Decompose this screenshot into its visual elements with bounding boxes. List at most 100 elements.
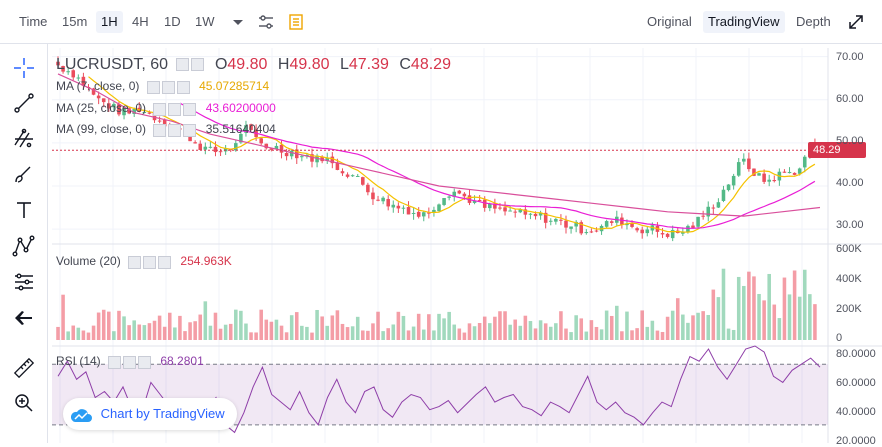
candle-body	[411, 212, 416, 214]
volume-bar	[528, 321, 533, 340]
volume-bar	[579, 318, 584, 340]
volume-bar	[574, 315, 578, 340]
volume-bar	[493, 316, 497, 340]
volume-buttons[interactable]	[128, 255, 173, 269]
volume-bar	[345, 327, 350, 340]
volume-bar	[721, 268, 726, 340]
candle-body	[528, 213, 533, 215]
interval-1w[interactable]: 1W	[195, 14, 215, 29]
candle-body	[457, 190, 462, 194]
ma25-legend: MA (25, close, 0) 43.60200000	[56, 101, 276, 116]
candle-body	[61, 65, 65, 72]
candle-body	[767, 179, 771, 182]
volume-bar	[640, 310, 644, 340]
back-arrow-icon[interactable]	[12, 306, 36, 330]
volume-bar	[548, 326, 553, 340]
brush-icon[interactable]	[12, 162, 36, 186]
measure-icon[interactable]	[12, 270, 36, 294]
candle-body	[488, 203, 492, 209]
rsi-tick: 80.0000	[836, 348, 876, 360]
volume-bar	[635, 328, 639, 340]
candle-body	[498, 207, 502, 209]
volume-bar	[239, 310, 243, 340]
rsi-label: RSI (14)	[56, 354, 101, 368]
open-label: O	[214, 56, 228, 74]
volume-bar	[508, 324, 512, 340]
interval-15m[interactable]: 15m	[62, 14, 88, 29]
volume-bar	[665, 316, 670, 340]
ma99-buttons[interactable]	[153, 123, 198, 137]
volume-bar	[147, 323, 152, 340]
rsi-buttons[interactable]	[108, 355, 153, 369]
candle-body	[640, 229, 644, 234]
volume-bar	[696, 312, 700, 340]
ma7-line	[88, 76, 816, 233]
ma25-line	[179, 102, 816, 229]
view-depth[interactable]: Depth	[796, 14, 831, 29]
volume-bar	[457, 328, 462, 340]
volume-bar	[513, 319, 517, 340]
candle-body	[193, 142, 197, 144]
volume-bar	[538, 320, 543, 340]
volume-bar	[300, 325, 304, 340]
fib-icon[interactable]	[12, 127, 36, 151]
last-price-tag: 48.29	[808, 142, 866, 159]
tradingview-watermark[interactable]: Chart by TradingView	[63, 398, 237, 430]
candle-body	[559, 219, 563, 221]
trendline-icon[interactable]	[12, 91, 36, 115]
volume-bar	[366, 330, 370, 340]
view-original[interactable]: Original	[647, 14, 692, 29]
ma7-buttons[interactable]	[146, 80, 192, 94]
candle-body	[762, 173, 766, 182]
ma99-legend: MA (99, close, 0) 35.51640404	[56, 122, 276, 137]
crosshair-icon[interactable]	[12, 56, 36, 80]
volume-bar	[274, 319, 279, 340]
volume-bar	[315, 309, 319, 340]
volume-bar	[127, 325, 131, 340]
dropdown-icon[interactable]	[228, 12, 248, 32]
interval-1d[interactable]: 1D	[164, 14, 181, 29]
interval-1h[interactable]: 1H	[96, 11, 123, 33]
volume-bar	[726, 328, 731, 340]
candle-body	[396, 205, 401, 209]
interval-4h[interactable]: 4H	[132, 14, 149, 29]
candle-body	[691, 225, 695, 228]
fullscreen-icon[interactable]	[846, 12, 866, 32]
candle-body	[452, 191, 457, 197]
text-icon[interactable]	[12, 198, 36, 222]
volume-bar	[173, 327, 177, 340]
volume-bar	[681, 314, 685, 340]
volume-bar	[132, 320, 136, 340]
volume-bar	[162, 326, 167, 340]
settings-icon[interactable]	[256, 12, 276, 32]
candle-body	[366, 184, 370, 193]
ruler-icon[interactable]	[12, 356, 36, 380]
candle-body	[630, 223, 634, 227]
candle-body	[101, 98, 106, 103]
volume-bar	[802, 269, 807, 340]
volume-bar	[523, 315, 528, 340]
ma25-buttons[interactable]	[153, 102, 198, 116]
volume-bar	[630, 330, 634, 340]
view-tradingview[interactable]: TradingView	[703, 11, 785, 33]
volume-bar	[66, 331, 70, 340]
volume-bar	[533, 328, 538, 340]
candle-body	[107, 103, 111, 109]
candle-body	[604, 221, 609, 227]
volume-bar	[792, 270, 797, 340]
volume-bar	[650, 320, 655, 340]
candle-body	[239, 133, 243, 143]
close-value: 48.29	[410, 56, 451, 74]
zoom-icon[interactable]	[12, 391, 36, 415]
candle-body	[401, 207, 406, 209]
volume-bar	[112, 331, 116, 340]
legend-buttons[interactable]	[176, 56, 206, 74]
candle-body	[589, 231, 594, 233]
volume-bar	[254, 332, 258, 340]
candle-body	[274, 145, 279, 150]
pattern-icon[interactable]	[12, 234, 36, 258]
volume-tick: 600K	[836, 243, 862, 255]
indicators-icon[interactable]	[286, 12, 306, 32]
time-label[interactable]: Time	[19, 14, 48, 29]
